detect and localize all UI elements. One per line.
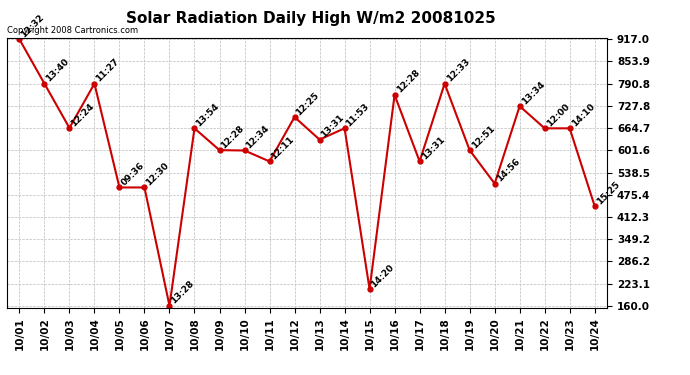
Text: 12:11: 12:11 <box>270 135 296 161</box>
Text: 12:28: 12:28 <box>219 123 246 150</box>
Text: 12:00: 12:00 <box>544 102 571 128</box>
Text: 12:28: 12:28 <box>395 68 421 95</box>
Text: Copyright 2008 Cartronics.com: Copyright 2008 Cartronics.com <box>7 26 138 35</box>
Text: 15:25: 15:25 <box>595 180 621 206</box>
Text: 11:27: 11:27 <box>95 57 121 84</box>
Text: 14:10: 14:10 <box>570 102 596 128</box>
Text: 09:36: 09:36 <box>119 161 146 188</box>
Text: 14:56: 14:56 <box>495 157 522 184</box>
Text: 13:31: 13:31 <box>420 135 446 161</box>
Text: 13:31: 13:31 <box>319 113 346 140</box>
Text: 14:20: 14:20 <box>370 262 396 289</box>
Text: 12:25: 12:25 <box>295 90 321 117</box>
Text: 13:34: 13:34 <box>520 80 546 106</box>
Text: 12:24: 12:24 <box>70 101 96 128</box>
Text: 13:54: 13:54 <box>195 102 221 128</box>
Text: 12:51: 12:51 <box>470 123 496 150</box>
Text: 12:34: 12:34 <box>244 124 271 150</box>
Text: 13:40: 13:40 <box>44 57 71 84</box>
Text: 11:53: 11:53 <box>344 102 371 128</box>
Text: 13:28: 13:28 <box>170 279 196 306</box>
Text: 12:32: 12:32 <box>19 13 46 39</box>
Text: 12:33: 12:33 <box>444 57 471 84</box>
Text: 12:30: 12:30 <box>144 161 171 188</box>
Text: Solar Radiation Daily High W/m2 20081025: Solar Radiation Daily High W/m2 20081025 <box>126 11 495 26</box>
